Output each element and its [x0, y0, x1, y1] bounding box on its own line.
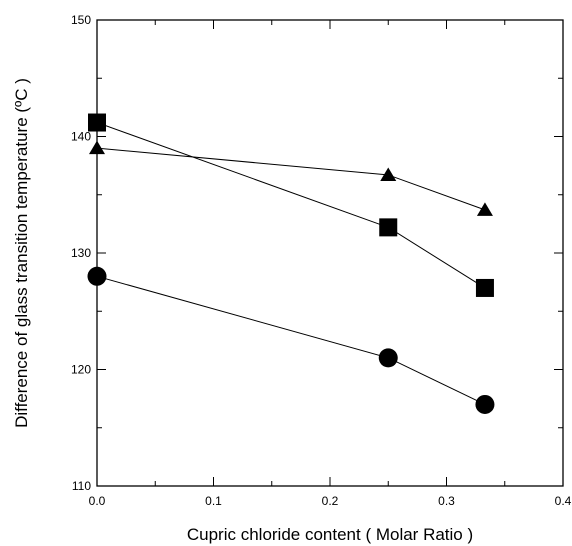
x-tick-label: 0.3: [438, 494, 455, 508]
x-axis-title: Cupric chloride content ( Molar Ratio ): [187, 525, 473, 544]
data-point-square: [88, 113, 106, 132]
data-point-circle: [475, 394, 495, 414]
plot-frame: [96, 19, 564, 487]
series-layer: [87, 113, 495, 414]
series-line-circle: [96, 275, 486, 405]
y-tick-label: 140: [71, 130, 91, 144]
data-point-triangle: [380, 167, 397, 181]
x-axis-ticks: 0.0 0.1 0.2 0.3 0.4: [89, 20, 572, 508]
x-tick-label: 0.1: [205, 494, 222, 508]
data-point-circle: [87, 266, 107, 286]
x-tick-label: 0.0: [89, 494, 106, 508]
series-line-square: [96, 122, 486, 289]
y-tick-label: 110: [72, 479, 91, 493]
data-point-square: [379, 218, 398, 237]
x-tick-label: 0.4: [555, 494, 572, 508]
series-line-triangle: [96, 147, 486, 211]
x-tick-label: 0.2: [322, 494, 339, 508]
y-tick-label: 150: [71, 13, 91, 27]
data-point-circle: [378, 348, 398, 368]
y-tick-label: 130: [71, 246, 91, 260]
y-tick-label: 120: [71, 363, 91, 377]
y-axis-ticks: 110 120 130 140 150: [71, 13, 563, 493]
data-point-square: [475, 278, 494, 297]
data-point-triangle: [89, 140, 105, 155]
data-point-triangle: [476, 202, 493, 216]
y-axis-title: Difference of glass transition temperatu…: [12, 78, 31, 428]
